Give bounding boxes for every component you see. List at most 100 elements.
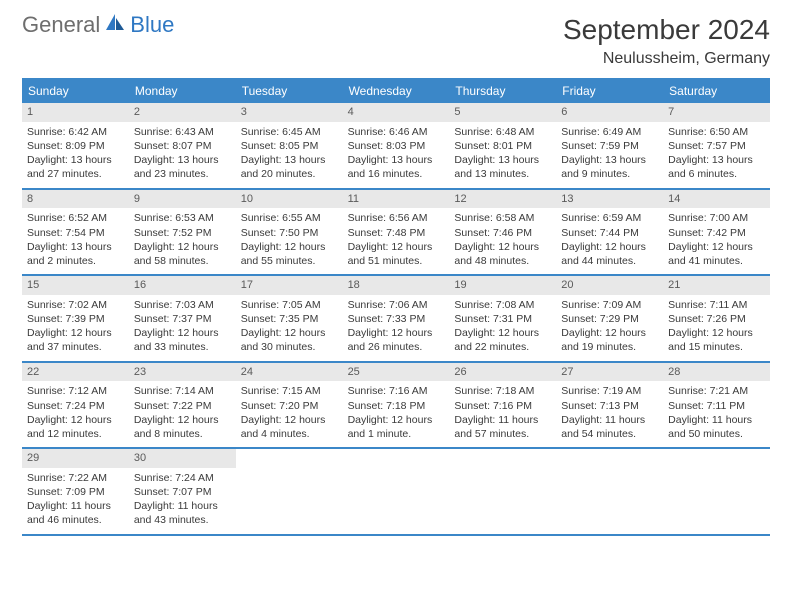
sunset-line: Sunset: 7:46 PM bbox=[454, 226, 551, 240]
daylight-line: Daylight: 12 hours and 19 minutes. bbox=[561, 326, 658, 354]
day-number: 6 bbox=[561, 105, 658, 120]
daylight-line: Daylight: 11 hours and 43 minutes. bbox=[134, 499, 231, 527]
day-number-header: 6 bbox=[556, 103, 663, 122]
calendar-day-cell: 2Sunrise: 6:43 AMSunset: 8:07 PMDaylight… bbox=[129, 103, 236, 188]
sunrise-line: Sunrise: 6:43 AM bbox=[134, 125, 231, 139]
dow-thursday: Thursday bbox=[449, 80, 556, 103]
daylight-line: Daylight: 13 hours and 9 minutes. bbox=[561, 153, 658, 181]
sunset-line: Sunset: 7:35 PM bbox=[241, 312, 338, 326]
daylight-line: Daylight: 13 hours and 23 minutes. bbox=[134, 153, 231, 181]
sail-icon bbox=[106, 14, 126, 36]
day-number: 24 bbox=[241, 365, 338, 380]
day-number-header: 11 bbox=[343, 190, 450, 209]
day-number-header: 8 bbox=[22, 190, 129, 209]
day-number: 3 bbox=[241, 105, 338, 120]
sunset-line: Sunset: 7:07 PM bbox=[134, 485, 231, 499]
calendar-week-row: 1Sunrise: 6:42 AMSunset: 8:09 PMDaylight… bbox=[22, 103, 770, 190]
calendar-day-cell: 6Sunrise: 6:49 AMSunset: 7:59 PMDaylight… bbox=[556, 103, 663, 188]
calendar-week-row: 8Sunrise: 6:52 AMSunset: 7:54 PMDaylight… bbox=[22, 190, 770, 277]
sunset-line: Sunset: 7:33 PM bbox=[348, 312, 445, 326]
daylight-line: Daylight: 12 hours and 26 minutes. bbox=[348, 326, 445, 354]
day-number: 5 bbox=[454, 105, 551, 120]
calendar-day-cell: 5Sunrise: 6:48 AMSunset: 8:01 PMDaylight… bbox=[449, 103, 556, 188]
calendar-day-cell: 4Sunrise: 6:46 AMSunset: 8:03 PMDaylight… bbox=[343, 103, 450, 188]
daylight-line: Daylight: 12 hours and 48 minutes. bbox=[454, 240, 551, 268]
daylight-line: Daylight: 12 hours and 8 minutes. bbox=[134, 413, 231, 441]
calendar-day-cell: 24Sunrise: 7:15 AMSunset: 7:20 PMDayligh… bbox=[236, 363, 343, 448]
sunrise-line: Sunrise: 7:05 AM bbox=[241, 298, 338, 312]
calendar-day-cell: 30Sunrise: 7:24 AMSunset: 7:07 PMDayligh… bbox=[129, 449, 236, 534]
sunrise-line: Sunrise: 7:00 AM bbox=[668, 211, 765, 225]
day-number-header: 3 bbox=[236, 103, 343, 122]
day-number-header: 16 bbox=[129, 276, 236, 295]
sunrise-line: Sunrise: 6:42 AM bbox=[27, 125, 124, 139]
dow-friday: Friday bbox=[556, 80, 663, 103]
sunset-line: Sunset: 7:57 PM bbox=[668, 139, 765, 153]
day-number-header: 1 bbox=[22, 103, 129, 122]
day-number: 7 bbox=[668, 105, 765, 120]
day-number-header: 18 bbox=[343, 276, 450, 295]
day-number: 23 bbox=[134, 365, 231, 380]
calendar-day-cell: 22Sunrise: 7:12 AMSunset: 7:24 PMDayligh… bbox=[22, 363, 129, 448]
calendar-week-row: 29Sunrise: 7:22 AMSunset: 7:09 PMDayligh… bbox=[22, 449, 770, 536]
sunset-line: Sunset: 7:22 PM bbox=[134, 399, 231, 413]
sunset-line: Sunset: 7:24 PM bbox=[27, 399, 124, 413]
day-number: 14 bbox=[668, 192, 765, 207]
sunrise-line: Sunrise: 7:22 AM bbox=[27, 471, 124, 485]
sunset-line: Sunset: 8:09 PM bbox=[27, 139, 124, 153]
day-number: 21 bbox=[668, 278, 765, 293]
sunrise-line: Sunrise: 7:21 AM bbox=[668, 384, 765, 398]
calendar-week-row: 15Sunrise: 7:02 AMSunset: 7:39 PMDayligh… bbox=[22, 276, 770, 363]
daylight-line: Daylight: 12 hours and 41 minutes. bbox=[668, 240, 765, 268]
header-bar: GeneralBlue September 2024 Neulussheim, … bbox=[22, 14, 770, 68]
day-number: 12 bbox=[454, 192, 551, 207]
sunset-line: Sunset: 8:01 PM bbox=[454, 139, 551, 153]
sunrise-line: Sunrise: 6:48 AM bbox=[454, 125, 551, 139]
calendar-day-cell: 13Sunrise: 6:59 AMSunset: 7:44 PMDayligh… bbox=[556, 190, 663, 275]
calendar-day-cell: 15Sunrise: 7:02 AMSunset: 7:39 PMDayligh… bbox=[22, 276, 129, 361]
daylight-line: Daylight: 13 hours and 2 minutes. bbox=[27, 240, 124, 268]
calendar-day-cell: 27Sunrise: 7:19 AMSunset: 7:13 PMDayligh… bbox=[556, 363, 663, 448]
sunrise-line: Sunrise: 7:02 AM bbox=[27, 298, 124, 312]
sunrise-line: Sunrise: 7:19 AM bbox=[561, 384, 658, 398]
daylight-line: Daylight: 11 hours and 46 minutes. bbox=[27, 499, 124, 527]
calendar-day-cell: 28Sunrise: 7:21 AMSunset: 7:11 PMDayligh… bbox=[663, 363, 770, 448]
calendar-day-cell bbox=[663, 449, 770, 534]
day-number: 17 bbox=[241, 278, 338, 293]
day-number-header: 9 bbox=[129, 190, 236, 209]
dow-sunday: Sunday bbox=[22, 80, 129, 103]
day-number: 11 bbox=[348, 192, 445, 207]
sunset-line: Sunset: 7:29 PM bbox=[561, 312, 658, 326]
calendar-day-cell bbox=[343, 449, 450, 534]
sunset-line: Sunset: 7:11 PM bbox=[668, 399, 765, 413]
sunset-line: Sunset: 7:50 PM bbox=[241, 226, 338, 240]
daylight-line: Daylight: 13 hours and 6 minutes. bbox=[668, 153, 765, 181]
daylight-line: Daylight: 12 hours and 37 minutes. bbox=[27, 326, 124, 354]
calendar-day-cell: 29Sunrise: 7:22 AMSunset: 7:09 PMDayligh… bbox=[22, 449, 129, 534]
sunrise-line: Sunrise: 6:49 AM bbox=[561, 125, 658, 139]
sunrise-line: Sunrise: 7:08 AM bbox=[454, 298, 551, 312]
calendar-day-cell bbox=[556, 449, 663, 534]
sunset-line: Sunset: 7:48 PM bbox=[348, 226, 445, 240]
daylight-line: Daylight: 13 hours and 20 minutes. bbox=[241, 153, 338, 181]
sunset-line: Sunset: 7:42 PM bbox=[668, 226, 765, 240]
calendar-day-cell: 18Sunrise: 7:06 AMSunset: 7:33 PMDayligh… bbox=[343, 276, 450, 361]
daylight-line: Daylight: 12 hours and 51 minutes. bbox=[348, 240, 445, 268]
daylight-line: Daylight: 13 hours and 16 minutes. bbox=[348, 153, 445, 181]
sunrise-line: Sunrise: 7:12 AM bbox=[27, 384, 124, 398]
logo-text-part1: General bbox=[22, 14, 100, 36]
sunset-line: Sunset: 7:26 PM bbox=[668, 312, 765, 326]
sunrise-line: Sunrise: 6:59 AM bbox=[561, 211, 658, 225]
daylight-line: Daylight: 13 hours and 27 minutes. bbox=[27, 153, 124, 181]
daylight-line: Daylight: 12 hours and 15 minutes. bbox=[668, 326, 765, 354]
day-number-header: 12 bbox=[449, 190, 556, 209]
day-number-header: 20 bbox=[556, 276, 663, 295]
calendar-week-row: 22Sunrise: 7:12 AMSunset: 7:24 PMDayligh… bbox=[22, 363, 770, 450]
sunrise-line: Sunrise: 7:16 AM bbox=[348, 384, 445, 398]
calendar-day-cell: 3Sunrise: 6:45 AMSunset: 8:05 PMDaylight… bbox=[236, 103, 343, 188]
day-number-header: 29 bbox=[22, 449, 129, 468]
calendar-day-cell bbox=[449, 449, 556, 534]
calendar-day-cell: 25Sunrise: 7:16 AMSunset: 7:18 PMDayligh… bbox=[343, 363, 450, 448]
day-number-header: 21 bbox=[663, 276, 770, 295]
sunset-line: Sunset: 8:05 PM bbox=[241, 139, 338, 153]
